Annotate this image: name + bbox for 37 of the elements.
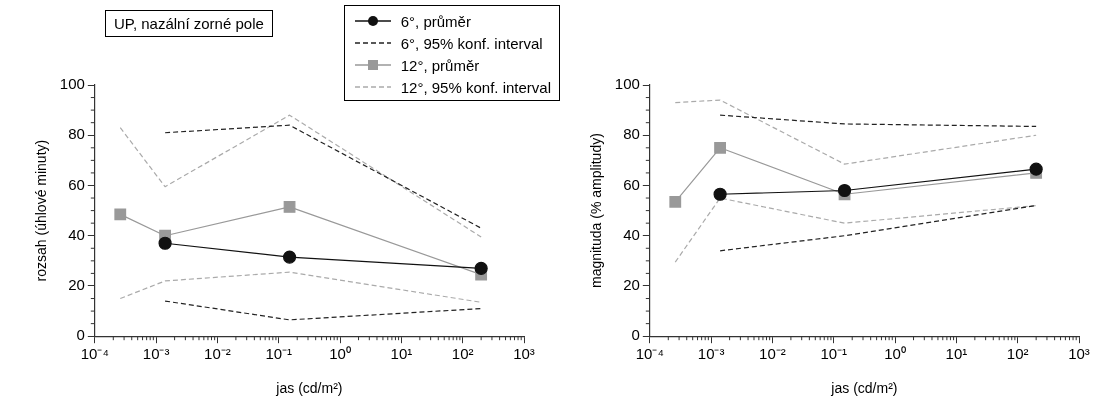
legend-label: 12°, průměr (400, 56, 480, 74)
y-tick-label: 100 (614, 75, 640, 93)
x-tick-label: 10⁻³ (697, 345, 725, 363)
x-tick-label: 10⁻¹ (265, 345, 293, 363)
x-tick-label: 10³ (513, 345, 535, 363)
y-axis-title: rozsah (úhlové minuty) (33, 139, 50, 282)
x-tick-label: 10⁻² (204, 345, 231, 363)
y-tick-label: 20 (68, 276, 85, 294)
x-tick-label: 10⁰ (884, 345, 906, 363)
x-tick-label: 10⁻⁴ (80, 345, 109, 363)
x-tick-label: 10³ (1068, 345, 1090, 363)
x-tick-label: 10¹ (945, 345, 968, 363)
y-tick-label: 40 (68, 225, 85, 243)
x-axis-title: jas (cd/m²) (275, 380, 343, 397)
legend-label: 6°, průměr (400, 12, 471, 30)
y-tick-label: 80 (623, 125, 640, 143)
x-tick-label: 10⁻¹ (820, 345, 848, 363)
y-tick-label: 20 (623, 276, 640, 294)
x-tick-label: 10⁰ (329, 345, 351, 363)
x-tick-label: 10¹ (390, 345, 413, 363)
y-axis-title: magnituda (% amplitudy) (588, 133, 605, 289)
y-tick-label: 0 (76, 326, 85, 344)
x-tick-label: 10² (451, 345, 474, 363)
y-tick-label: 100 (59, 75, 85, 93)
y-tick-label: 80 (68, 125, 85, 143)
x-axis-title: jas (cd/m²) (830, 380, 898, 397)
x-tick-label: 10⁻⁴ (635, 345, 664, 363)
x-tick-label: 10⁻³ (142, 345, 170, 363)
x-tick-label: 10² (1006, 345, 1029, 363)
y-tick-label: 40 (623, 225, 640, 243)
x-tick-label: 10⁻² (759, 345, 786, 363)
y-tick-label: 60 (623, 175, 640, 193)
y-tick-label: 60 (68, 175, 85, 193)
y-tick-label: 0 (631, 326, 640, 344)
legend-label: 6°, 95% konf. interval (400, 34, 543, 52)
legend-label: 12°, 95% konf. interval (400, 78, 551, 96)
text: UP, nazální zorné pole (105, 10, 273, 37)
